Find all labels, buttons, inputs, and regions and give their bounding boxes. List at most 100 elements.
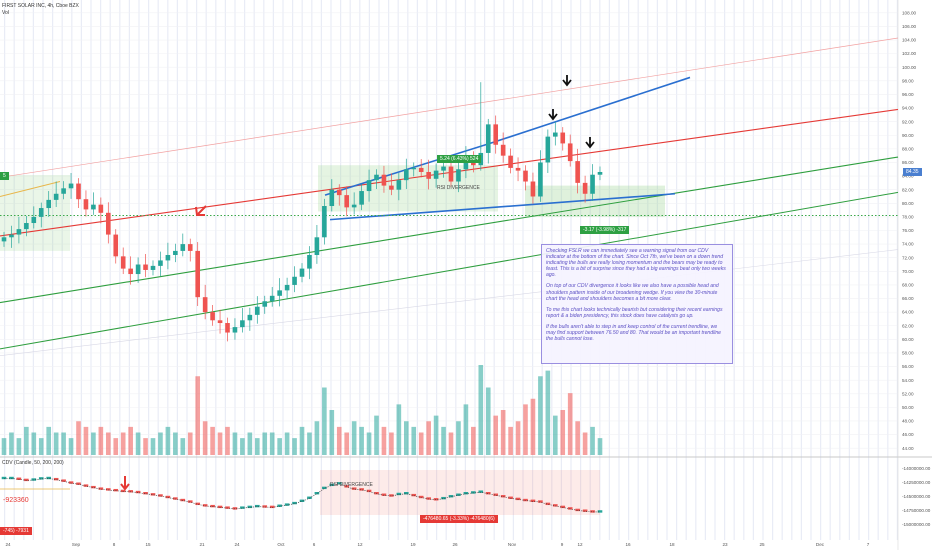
candle-body (150, 265, 156, 270)
cdv-candle (187, 500, 193, 503)
cdv-candle (195, 502, 201, 506)
candle-body (366, 180, 372, 192)
grid-band (512, 0, 514, 540)
volume-bar (396, 404, 402, 455)
price-tick-label: 84.00 (902, 174, 914, 179)
volume-bar (225, 426, 230, 455)
cdv-candle (426, 497, 431, 500)
price-tick-label: 80.00 (902, 201, 914, 206)
volume-bar (254, 438, 260, 455)
volume-bar (143, 438, 148, 455)
date-tick-label: Oct (277, 542, 285, 547)
candle-body (374, 174, 379, 181)
candle-body (441, 166, 446, 171)
grid-band (858, 0, 860, 540)
grid-band (292, 0, 294, 540)
candle-body (187, 244, 193, 251)
black-arrow (548, 113, 558, 121)
cdv-candle (135, 490, 141, 494)
candle-body (538, 162, 543, 197)
volume-bar (247, 432, 253, 455)
volume-bar (500, 410, 506, 455)
candle-body (493, 124, 499, 145)
grid-band (484, 0, 486, 540)
volume-bar (217, 432, 223, 455)
candle-body (515, 167, 521, 171)
volume-bar (508, 426, 513, 455)
volume-legend: Vol (2, 10, 9, 16)
cdv-candle (98, 487, 104, 490)
cdv-candle (418, 495, 424, 499)
grid-band (848, 0, 850, 540)
volume-bar (68, 438, 74, 455)
cdv-candle (173, 497, 178, 500)
grid-band (186, 0, 188, 540)
candle-body (448, 166, 454, 182)
candle-body (292, 276, 297, 285)
cdv-candle (9, 476, 14, 480)
candle-body (396, 180, 402, 190)
candle-body (351, 204, 357, 208)
candle-body (389, 185, 394, 190)
volume-bar (448, 432, 454, 455)
cdv-candle (262, 505, 268, 508)
cdv-candle (16, 477, 22, 480)
candle-body (418, 167, 424, 172)
cdv-candle (38, 477, 44, 480)
cdv-candle (582, 509, 588, 512)
candle-body (381, 174, 387, 186)
candle-body (567, 143, 573, 162)
volume-bar (135, 432, 141, 455)
price-tick-label: 48.00 (902, 419, 914, 424)
candle-body (240, 320, 245, 328)
grid-band (464, 0, 466, 540)
volume-bar (351, 421, 357, 455)
grid-band (32, 0, 34, 540)
cdv-candle (545, 502, 551, 506)
cdv-measure-tag: -476480.65 (-3.33%) -476480(6) (420, 515, 498, 523)
cdv-candle (389, 494, 394, 497)
candle-body (322, 206, 327, 238)
cdv-candle (463, 492, 469, 495)
date-tick-label: 19 (410, 542, 416, 547)
grid-band (61, 0, 63, 540)
grid-band (71, 0, 73, 540)
grid-band (176, 0, 178, 540)
volume-bar (590, 426, 595, 455)
chart-title: FIRST SOLAR INC, 4h, Cboe BZX (2, 3, 79, 9)
volume-bar (493, 415, 499, 455)
candle-body (456, 169, 461, 182)
price-tick-label: 46.00 (902, 432, 914, 437)
cdv-candle (329, 483, 335, 487)
grid-band (340, 0, 342, 540)
grid-band (13, 0, 15, 540)
candle-body (158, 260, 163, 266)
candle-body (98, 204, 104, 213)
cdv-candle (180, 498, 186, 502)
grid-band (820, 0, 822, 540)
grid-band (253, 0, 255, 540)
volume-bar (76, 421, 81, 455)
candle-body (463, 158, 469, 170)
cdv-candle (61, 479, 66, 482)
candle-body (83, 199, 89, 210)
grid-band (839, 0, 841, 540)
cdv-candle (515, 497, 521, 501)
cdv-candle (351, 487, 357, 490)
candle-body (53, 193, 59, 200)
candle-body (76, 183, 81, 200)
grid-band (109, 0, 111, 540)
grid-band (349, 0, 351, 540)
volume-bar (418, 432, 424, 455)
price-tick-label: 106.00 (902, 24, 916, 29)
volume-bar (329, 410, 335, 455)
cdv-candle (411, 493, 417, 497)
price-tick-label: 66.00 (902, 296, 914, 301)
grid-band (244, 0, 246, 540)
candle-body (232, 327, 238, 333)
cdv-candle (322, 486, 327, 490)
cdv-candle (277, 504, 282, 507)
date-tick-label: 21 (199, 542, 205, 547)
cdv-candle (31, 478, 37, 481)
